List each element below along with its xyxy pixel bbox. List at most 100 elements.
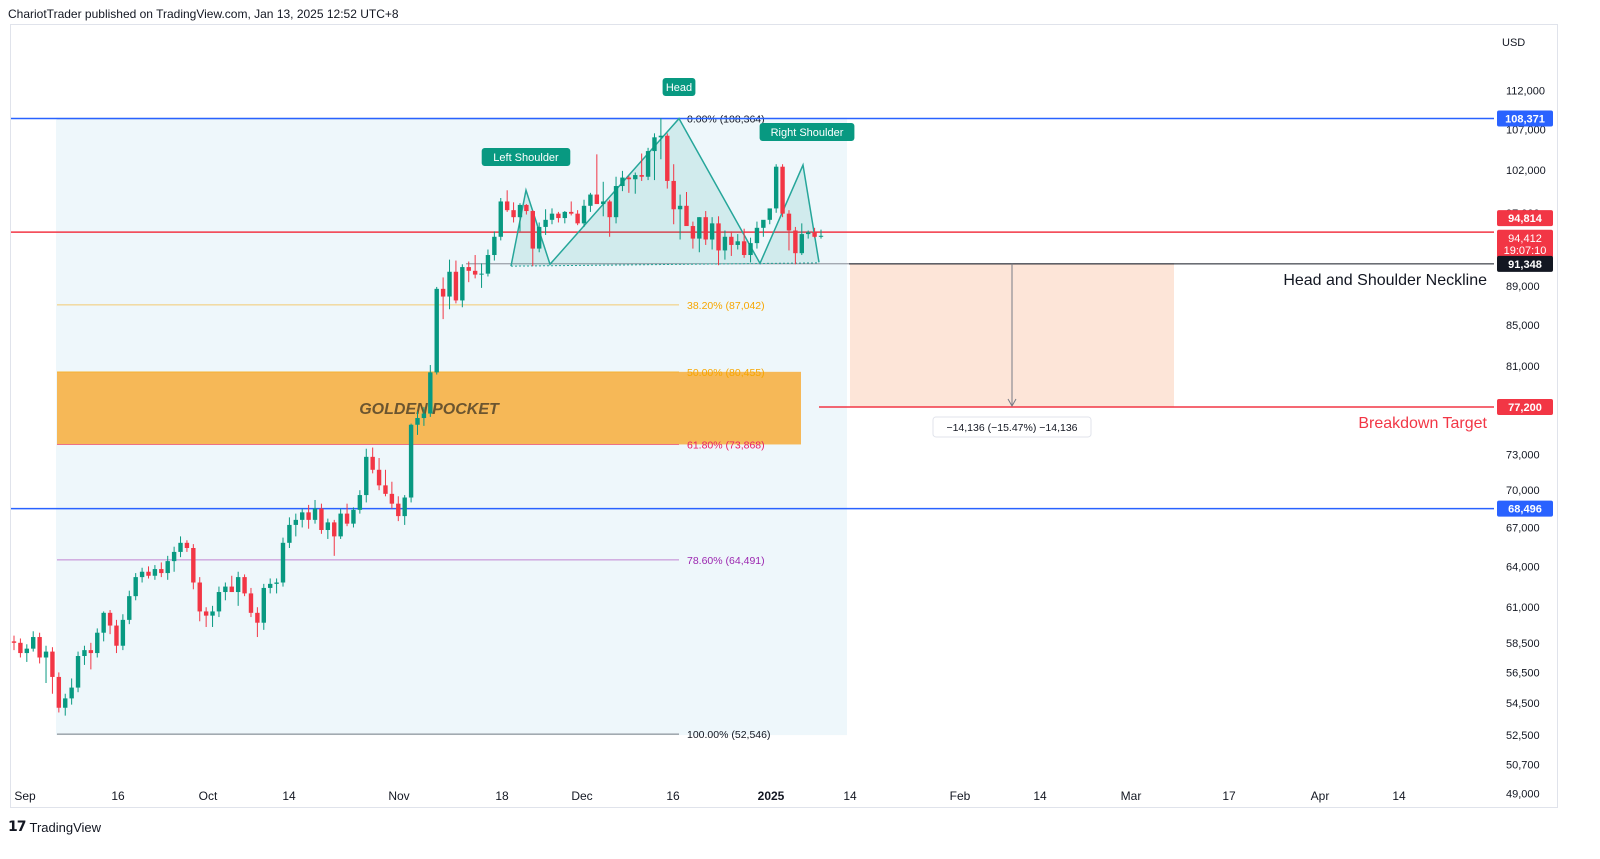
hs-pattern-outline [510,117,820,267]
candle-body [780,166,785,214]
candle-body [754,227,760,244]
x-tick-label: Oct [199,789,218,803]
candle-body [773,166,779,209]
x-tick-label: 14 [1033,789,1047,803]
x-tick-label: Mar [1121,789,1142,803]
x-tick-label: Apr [1311,789,1330,803]
hs-dotted-neckline [510,262,820,267]
candle-body [383,485,388,494]
candle-body [716,223,721,251]
candle-body [184,542,190,549]
measure-arrow-head [1007,398,1017,407]
candle-body [43,651,49,658]
y-tick-label: 52,500 [1506,730,1540,742]
price-chart[interactable]: 0.00% (108,364) 38.20% (87,042) 50.00% (80… [11,25,1559,809]
tradingview-logo-icon[interactable]: 17 [8,819,27,835]
candle-body [665,135,670,181]
candle-body [178,542,183,552]
price-tag-94814: 94,814 [1508,213,1543,225]
candle-body [818,235,824,237]
candle-body [171,551,177,562]
y-tick-label: 89,000 [1506,281,1540,293]
candle-body [543,219,548,227]
y-tick-label: 49,000 [1506,789,1540,801]
hs-pattern-fill [511,118,819,267]
y-tick-label: 102,000 [1506,165,1546,177]
candle-body [396,503,401,517]
candle-body [671,180,676,210]
candle-body [95,632,100,654]
candle-body [191,548,196,583]
y-tick-label: 58,500 [1506,638,1540,650]
fib-level-label: 100.00% (52,546) [687,729,770,741]
y-tick-label: 61,000 [1506,602,1540,614]
candle-body [466,267,471,271]
publish-info: ChariotTrader published on TradingView.c… [8,7,399,21]
measure-label-box [932,416,1092,438]
candle-body [11,641,17,643]
candle-body [767,208,772,220]
left-shoulder-label: Left Shoulder [493,152,559,164]
x-tick-label: Sep [14,789,36,803]
candle-body [575,213,580,224]
candle-body [460,267,465,301]
y-tick-label: 70,000 [1506,485,1540,497]
candle-body [389,493,395,504]
candle-body [37,637,42,658]
candle-body [293,519,299,525]
right-shoulder-label-bg [759,123,855,141]
current-price-tag: 94,412 [1508,233,1542,245]
y-tick-label: 85,000 [1506,320,1540,332]
candle-body [312,508,318,520]
currency-label: USD [1502,37,1525,49]
candle-body [242,577,247,594]
fib-level-label: 0.00% (108,364) [687,114,765,126]
candle-body [761,219,766,228]
candle-body [485,255,491,274]
candle-body [812,232,817,237]
candle-body [722,236,728,251]
y-tick-label: 54,500 [1506,698,1540,710]
candle-body [255,612,260,623]
candle-body [139,571,145,578]
price-tag-68496-bg [1497,500,1553,517]
candle-body [319,508,324,530]
candle-body [517,204,523,218]
fib-level-label: 61.80% (73,868) [687,439,765,451]
fib-level-label: 50.00% (80,455) [687,367,765,379]
candle-body [133,577,138,597]
candle-body [120,619,126,646]
candle-body [626,177,632,180]
x-tick-label: 16 [666,789,680,803]
candle-body [415,418,420,425]
x-tick-label: 14 [282,789,296,803]
candle-body [50,651,55,677]
candle-body [332,522,337,537]
candle-body [101,612,106,633]
x-tick-label: Dec [571,789,592,803]
price-tag-108371-bg [1497,110,1553,127]
candle-body [428,372,433,414]
candle-body [492,236,497,256]
x-tick-label: Feb [950,789,971,803]
candle-body [511,210,516,218]
x-tick-label: 14 [1392,789,1406,803]
x-tick-label: 17 [1222,789,1236,803]
breakdown-target-label: Breakdown Target [1358,415,1487,432]
candle-body [690,226,696,239]
candle-body [223,586,228,593]
candle-body [351,509,356,524]
chart-frame[interactable]: 0.00% (108,364) 38.20% (87,042) 50.00% (80… [10,24,1558,808]
candle-body [18,642,23,654]
candle-body [107,612,113,626]
candle-body [197,582,202,612]
candle-body [645,151,651,177]
countdown-tag: 19:07:10 [1504,245,1547,257]
candle-body [146,571,151,576]
candle-body [729,236,734,245]
candle-body [786,213,792,231]
price-tag-108371: 108,371 [1505,114,1545,126]
candle-body [639,175,644,177]
candle-body [709,223,715,240]
candle-body [370,456,375,470]
